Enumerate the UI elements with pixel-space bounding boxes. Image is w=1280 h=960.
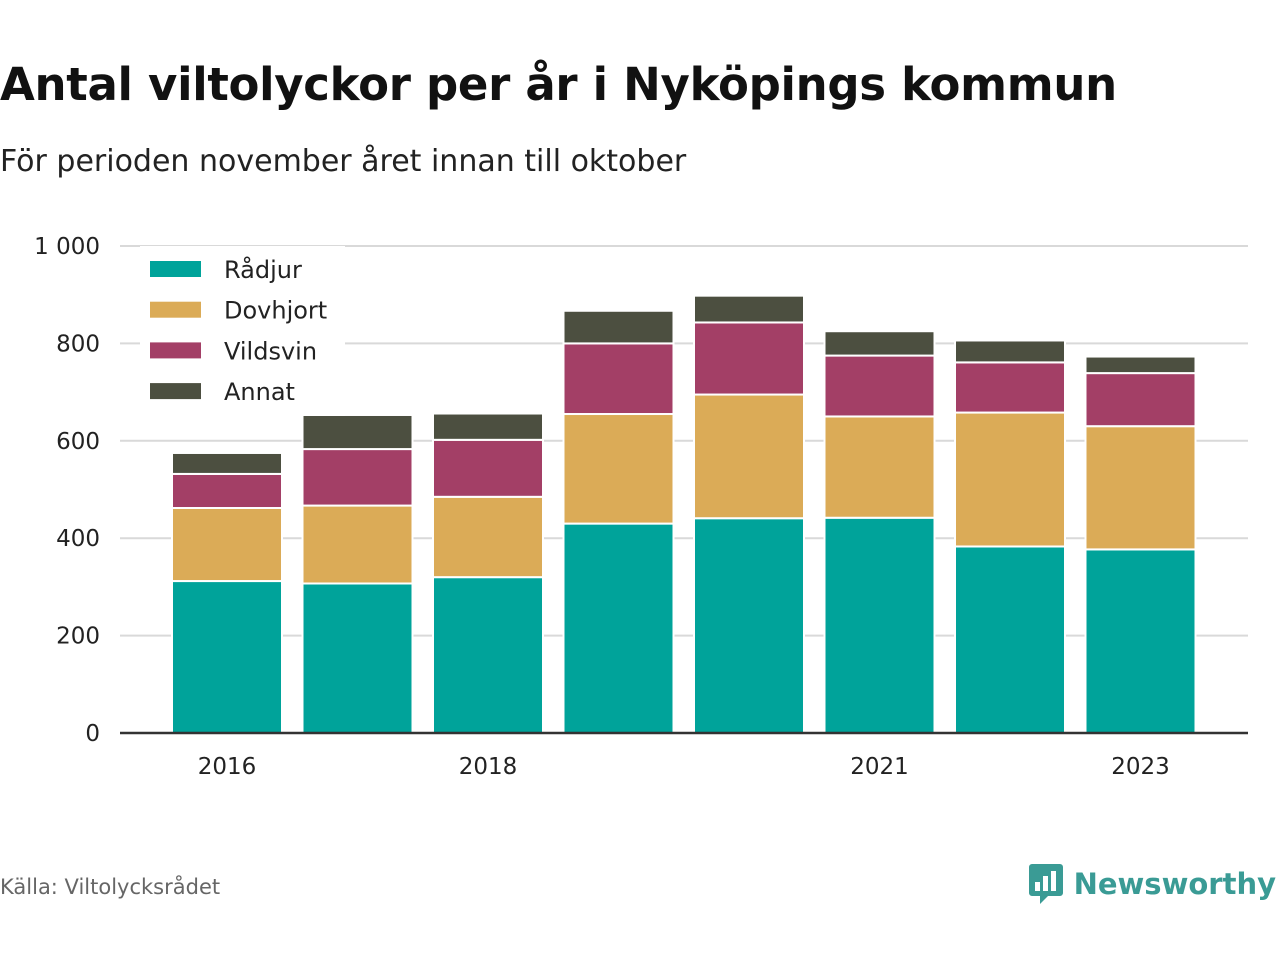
y-tick-label: 200	[56, 624, 100, 650]
bar-segment	[693, 517, 805, 734]
bar-segment	[823, 415, 936, 519]
chart-subtitle: För perioden november året innan till ok…	[0, 144, 687, 179]
bar-segment	[432, 412, 544, 441]
bar-segment	[823, 516, 936, 734]
bars	[171, 294, 1197, 735]
bar-segment	[1084, 372, 1197, 428]
newsworthy-logo-icon	[1028, 864, 1063, 904]
bar-segment	[301, 582, 414, 735]
bar-segment	[954, 361, 1066, 414]
bar-segment	[954, 339, 1066, 364]
bar-segment	[823, 330, 936, 357]
bar-segment	[1084, 355, 1197, 375]
legend: Rådjur Dovhjort Vildsvin Annat	[140, 246, 345, 416]
bar-segment	[693, 294, 805, 324]
bar-segment	[171, 451, 283, 475]
legend-label: Rådjur	[224, 255, 302, 284]
bar-segment	[562, 522, 675, 735]
legend-swatch	[150, 342, 201, 359]
bar-segment	[432, 438, 544, 498]
y-tick-label: 600	[56, 429, 100, 455]
legend-swatch	[150, 383, 201, 400]
x-tick-label: 2018	[459, 754, 518, 780]
bar-segment	[432, 495, 544, 579]
bar-segment	[171, 472, 283, 510]
y-tick-label: 800	[56, 331, 100, 357]
bar-segment	[301, 448, 414, 507]
legend-label: Vildsvin	[224, 337, 317, 365]
bar-segment	[562, 413, 675, 525]
bar-segment	[301, 413, 414, 451]
bar-segment	[301, 504, 414, 585]
bar-segment	[562, 309, 675, 345]
y-axis: 0 200 400 600 800 1 000	[34, 234, 100, 747]
bar-segment	[171, 507, 283, 583]
bar-segment	[562, 342, 675, 416]
bar-segment	[693, 393, 805, 520]
brand-name: Newsworthy	[1073, 867, 1276, 901]
bar-segment	[954, 411, 1066, 548]
bar-segment	[693, 321, 805, 396]
legend-swatch	[150, 301, 201, 318]
x-tick-label: 2023	[1111, 754, 1170, 780]
y-tick-label: 0	[85, 721, 100, 747]
y-tick-label: 1 000	[34, 234, 100, 260]
bar-segment	[1084, 425, 1197, 551]
x-axis: 2016 2018 2021 2023	[120, 731, 1248, 780]
x-tick-label: 2021	[850, 754, 909, 780]
bar-segment	[1084, 548, 1197, 734]
bar-segment	[823, 354, 936, 418]
bar-segment	[171, 580, 283, 735]
chart-title: Antal viltolyckor per år i Nyköpings kom…	[0, 58, 1117, 111]
y-tick-label: 400	[56, 526, 100, 552]
legend-label: Annat	[224, 378, 295, 406]
bar-segment	[432, 576, 544, 734]
brand-logo: Newsworthy	[1028, 862, 1276, 906]
source-note: Källa: Viltolycksrådet	[0, 875, 221, 899]
x-tick-label: 2016	[198, 754, 257, 780]
legend-swatch	[150, 261, 201, 277]
bar-segment	[954, 545, 1066, 734]
legend-label: Dovhjort	[224, 297, 327, 325]
